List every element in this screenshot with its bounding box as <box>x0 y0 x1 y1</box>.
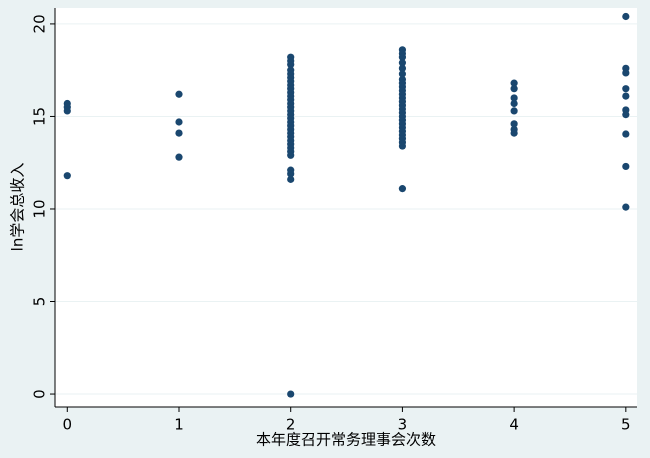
point <box>622 203 630 211</box>
point <box>287 175 295 183</box>
x-tick-label: 4 <box>509 416 519 434</box>
x-tick-label: 0 <box>63 416 73 434</box>
point <box>510 79 518 87</box>
plot-area <box>55 8 637 407</box>
point <box>622 92 630 100</box>
point <box>622 162 630 171</box>
point <box>510 94 518 102</box>
y-tick-label: 15 <box>31 107 49 126</box>
point <box>622 69 630 77</box>
point <box>287 390 295 398</box>
point <box>398 185 407 193</box>
point <box>510 85 518 93</box>
point <box>175 118 183 126</box>
point <box>510 107 518 115</box>
y-tick-label: 10 <box>31 199 49 218</box>
point <box>175 153 183 161</box>
point <box>398 64 407 72</box>
x-axis-title: 本年度召开常务理事会次数 <box>256 431 436 449</box>
point <box>63 107 71 115</box>
point <box>287 151 295 159</box>
point <box>622 110 630 119</box>
point <box>398 53 407 61</box>
x-tick-label: 2 <box>286 416 296 434</box>
y-axis-title: ln学会总收入 <box>9 163 27 252</box>
point <box>510 99 518 108</box>
point <box>622 85 630 93</box>
x-tick-label: 1 <box>174 416 184 434</box>
y-tick-label: 0 <box>31 389 49 399</box>
point <box>175 90 183 98</box>
point <box>63 172 71 180</box>
point <box>510 120 518 128</box>
x-tick-label: 5 <box>621 416 631 434</box>
point <box>398 142 407 150</box>
point <box>398 59 407 67</box>
x-tick-label: 3 <box>398 416 408 434</box>
point <box>287 170 295 178</box>
point <box>398 70 407 78</box>
point <box>287 61 295 69</box>
point <box>175 129 183 137</box>
y-tick-label: 20 <box>31 14 49 33</box>
y-tick-label: 5 <box>31 297 49 307</box>
point <box>622 12 630 21</box>
point <box>622 130 630 138</box>
point <box>510 129 518 137</box>
